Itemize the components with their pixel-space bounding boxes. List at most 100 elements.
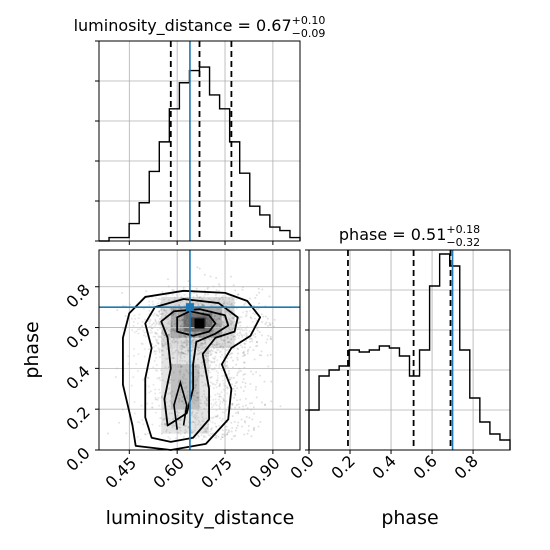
luminosity-distance-title-main: luminosity_distance = 0.67 (74, 16, 292, 36)
sample-point (187, 425, 190, 428)
sample-point (180, 319, 183, 322)
sample-point (185, 369, 188, 372)
sample-point (226, 433, 229, 436)
sample-point (195, 415, 198, 418)
sample-point (170, 325, 173, 328)
sample-point (184, 331, 187, 334)
sample-point (195, 437, 198, 440)
sample-point (170, 328, 173, 331)
sample-point (205, 332, 208, 335)
sample-point (240, 316, 243, 319)
sample-point (200, 342, 203, 345)
sample-point (219, 298, 222, 301)
sample-point (185, 339, 188, 342)
sample-point (267, 324, 270, 327)
sample-point (230, 304, 233, 307)
sample-point (169, 328, 172, 331)
sample-point (201, 381, 204, 384)
sample-point (131, 329, 134, 332)
sample-point (197, 302, 200, 305)
sample-point (210, 348, 213, 351)
sample-point (161, 329, 164, 332)
sample-point (269, 324, 272, 327)
sample-point (181, 299, 184, 302)
sample-point (161, 343, 164, 346)
sample-point (241, 346, 244, 349)
sample-point (215, 289, 218, 292)
sample-point (206, 352, 209, 355)
sample-point (205, 431, 208, 434)
sample-point (175, 337, 178, 340)
sample-point (235, 298, 238, 301)
sample-point (210, 368, 213, 371)
sample-point (255, 396, 258, 399)
sample-point (138, 313, 141, 316)
sample-point (183, 304, 186, 307)
sample-point (179, 433, 182, 436)
sample-point (245, 312, 248, 315)
sample-point (133, 314, 136, 317)
sample-point (242, 361, 245, 364)
sample-point (196, 434, 199, 437)
sample-point (253, 429, 256, 432)
sample-point (191, 346, 194, 349)
sample-point (228, 345, 231, 348)
sample-point (216, 415, 219, 418)
sample-point (158, 404, 161, 407)
sample-point (198, 372, 201, 375)
sample-point (193, 378, 196, 381)
sample-point (226, 392, 229, 395)
sample-point (245, 415, 248, 418)
sample-point (230, 334, 233, 337)
sample-point (218, 364, 221, 367)
sample-point (233, 420, 236, 423)
sample-point (214, 294, 217, 297)
sample-point (214, 393, 217, 396)
sample-point (163, 309, 166, 312)
sample-point (197, 405, 200, 408)
sample-point (238, 321, 241, 324)
sample-point (187, 350, 190, 353)
sample-point (154, 332, 157, 335)
sample-point (222, 399, 225, 402)
sample-point (260, 354, 263, 357)
sample-point (167, 366, 170, 369)
sample-point (135, 330, 138, 333)
sample-point (192, 394, 195, 397)
contour-ytick-label-0: 0.0 (62, 443, 93, 474)
sample-point (215, 343, 218, 346)
sample-point (236, 332, 239, 335)
sample-point (236, 356, 239, 359)
sample-point (234, 335, 237, 338)
sample-point (226, 360, 229, 363)
sample-point (208, 350, 211, 353)
sample-point (210, 304, 213, 307)
sample-point (228, 376, 231, 379)
sample-point (146, 376, 149, 379)
sample-point (169, 330, 172, 333)
sample-point (179, 319, 182, 322)
sample-point (214, 344, 217, 347)
sample-point (228, 430, 231, 433)
sample-point (242, 351, 245, 354)
sample-point (186, 370, 189, 373)
sample-point (240, 333, 243, 336)
sample-point (154, 324, 157, 327)
sample-point (179, 391, 182, 394)
sample-point (172, 351, 175, 354)
sample-point (174, 325, 177, 328)
sample-point (193, 398, 196, 401)
sample-point (244, 382, 247, 385)
sample-point (198, 296, 201, 299)
sample-point (197, 416, 200, 419)
sample-point (164, 357, 167, 360)
sample-point (169, 346, 172, 349)
sample-point (180, 318, 183, 321)
sample-point (181, 346, 184, 349)
sample-point (163, 336, 166, 339)
sample-point (151, 423, 154, 426)
sample-point (159, 309, 162, 312)
sample-point (182, 435, 185, 438)
sample-point (243, 346, 246, 349)
sample-point (227, 330, 230, 333)
